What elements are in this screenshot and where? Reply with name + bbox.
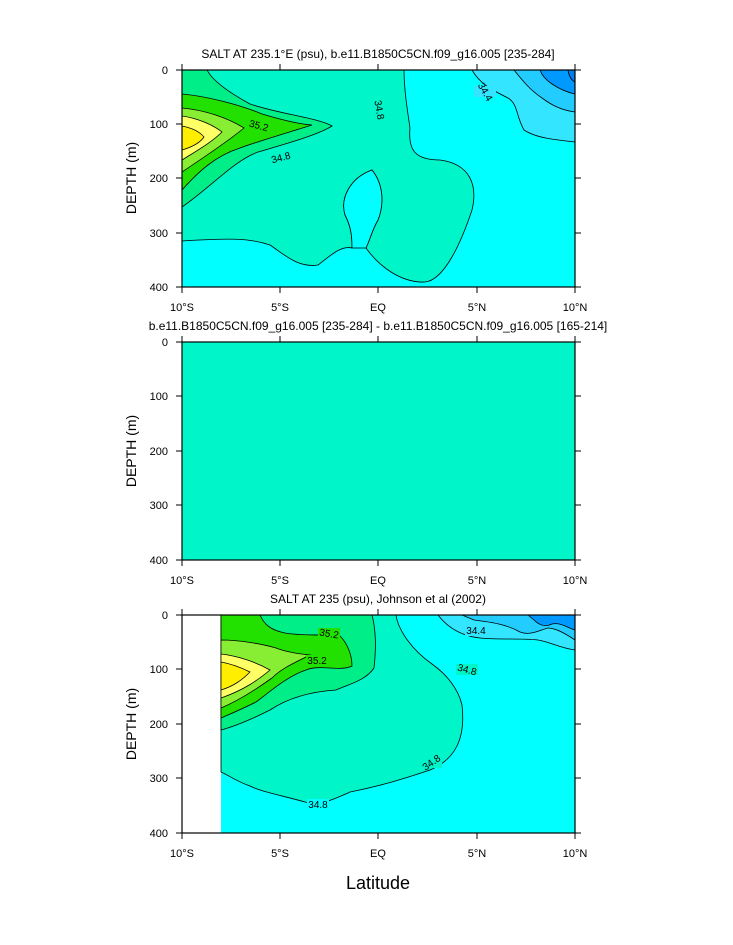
panel-2-y-tick-200: 200 <box>150 446 168 458</box>
panel-1-x-tick-10s: 10°S <box>170 302 194 314</box>
panel-1-label-bg-2 <box>270 152 292 163</box>
panel-3-x-tick-5n: 5°N <box>468 848 487 860</box>
panel-2-x-tick-eq: EQ <box>370 575 386 587</box>
panel-3-label-bg-3 <box>465 625 487 636</box>
panel-1-x-tick-10n: 10°N <box>563 302 588 314</box>
panel-1-y-tick-400: 400 <box>150 282 168 294</box>
panel-2: b.e11.B1850C5CN.f09_g16.005 [235-284] - … <box>123 319 607 587</box>
panel-1-contour-label-1: 35.2 <box>248 119 270 135</box>
panel-3-region-yellow <box>220 661 251 691</box>
panel-2-x-tick-10n: 10°N <box>563 575 588 587</box>
panel-3-x-tick-10n: 10°N <box>563 848 588 860</box>
panel-1-label-bg-1 <box>248 120 270 131</box>
panel-2-y-axis-label: DEPTH (m) <box>123 415 139 487</box>
panel-3-label-bg-2 <box>306 655 328 666</box>
panel-3-missing-data <box>182 615 221 833</box>
panel-1-y-tick-300: 300 <box>150 228 168 240</box>
panel-3-x-tick-labels: 10°S 5°S EQ 5°N 10°N <box>170 848 587 860</box>
panel-1-y-tick-100: 100 <box>150 119 168 131</box>
panel-1-y-tick-200: 200 <box>150 173 168 185</box>
panel-3-contour-label-3: 34.4 <box>466 626 486 637</box>
panel-1-x-tick-eq: EQ <box>370 302 386 314</box>
panel-3-y-tick-200: 200 <box>150 719 168 731</box>
panel-1-y-tick-labels: 0 100 200 300 400 <box>150 65 168 294</box>
panel-3-contour-label-4: 34.8 <box>456 663 478 679</box>
panel-3-title: SALT AT 235 (psu), Johnson et al (2002) <box>270 592 486 606</box>
panel-2-title: b.e11.B1850C5CN.f09_g16.005 [235-284] - … <box>149 319 608 333</box>
panel-1-region-yellow <box>182 125 205 151</box>
panel-3-region-blue <box>527 615 575 631</box>
panel-1-ticks <box>176 64 581 293</box>
panel-2-y-tick-labels: 0 100 200 300 400 <box>150 337 168 567</box>
panel-3-contours: 35.2 35.2 34.4 34.8 34.8 34.8 <box>182 615 575 833</box>
panel-1-x-tick-labels: 10°S 5°S EQ 5°N 10°N <box>170 302 587 314</box>
panel-1-contours: 35.2 34.8 34.8 34.4 <box>182 70 575 287</box>
panel-1-y-axis-label: DEPTH (m) <box>123 142 139 214</box>
panel-3-label-bg-1 <box>318 628 340 639</box>
panel-2-ticks <box>176 336 581 566</box>
panel-1-region-aqua-green-inner <box>343 169 383 249</box>
panel-1-label-bg-4 <box>474 86 496 97</box>
panel-1-y-tick-0: 0 <box>162 65 168 77</box>
panel-3-contour-label-2: 35.2 <box>307 656 327 667</box>
panel-2-x-tick-10s: 10°S <box>170 575 194 587</box>
panel-2-x-tick-labels: 10°S 5°S EQ 5°N 10°N <box>170 575 587 587</box>
panel-1-contour-label-2: 34.8 <box>270 151 292 167</box>
panel-3-x-tick-eq: EQ <box>370 848 386 860</box>
panel-2-x-tick-5n: 5°N <box>468 575 487 587</box>
panel-2-y-tick-100: 100 <box>150 391 168 403</box>
panel-1-x-tick-5s: 5°S <box>271 302 289 314</box>
panel-1-region-blue <box>539 70 575 95</box>
panel-1-title: SALT AT 235.1°E (psu), b.e11.B1850C5CN.f… <box>201 47 554 61</box>
panel-2-x-tick-5s: 5°S <box>271 575 289 587</box>
panel-3-label-bg-5 <box>420 757 442 768</box>
panel-1: SALT AT 235.1°E (psu), b.e11.B1850C5CN.f… <box>123 47 587 314</box>
panel-2-y-tick-0: 0 <box>162 337 168 349</box>
panel-3-y-tick-100: 100 <box>150 664 168 676</box>
panel-2-region-aqua-green <box>182 342 575 560</box>
panel-3: SALT AT 235 (psu), Johnson et al (2002) … <box>123 592 587 860</box>
panel-1-region-blue-core <box>567 70 575 83</box>
panel-3-y-tick-labels: 0 100 200 300 400 <box>150 610 168 840</box>
panel-3-label-bg-4 <box>456 664 478 675</box>
panel-3-label-bg-6 <box>307 799 329 810</box>
panel-2-y-tick-400: 400 <box>150 555 168 567</box>
panel-3-ticks <box>176 609 581 839</box>
panel-3-y-axis-label: DEPTH (m) <box>123 688 139 760</box>
panel-1-x-tick-5n: 5°N <box>468 302 487 314</box>
panel-3-x-tick-10s: 10°S <box>170 848 194 860</box>
figure-x-axis-label: Latitude <box>346 873 410 893</box>
panel-3-x-tick-5s: 5°S <box>271 848 289 860</box>
panel-3-y-tick-0: 0 <box>162 610 168 622</box>
panel-2-contours <box>182 342 575 560</box>
panel-1-label-bg-3 <box>368 104 390 115</box>
panel-3-y-tick-400: 400 <box>150 828 168 840</box>
panel-3-contour-label-1: 35.2 <box>318 627 340 641</box>
panel-3-y-tick-300: 300 <box>150 773 168 785</box>
panel-3-contour-label-6: 34.8 <box>308 800 328 811</box>
panel-2-y-tick-300: 300 <box>150 500 168 512</box>
panel-1-contour-label-3: 34.8 <box>371 100 385 122</box>
